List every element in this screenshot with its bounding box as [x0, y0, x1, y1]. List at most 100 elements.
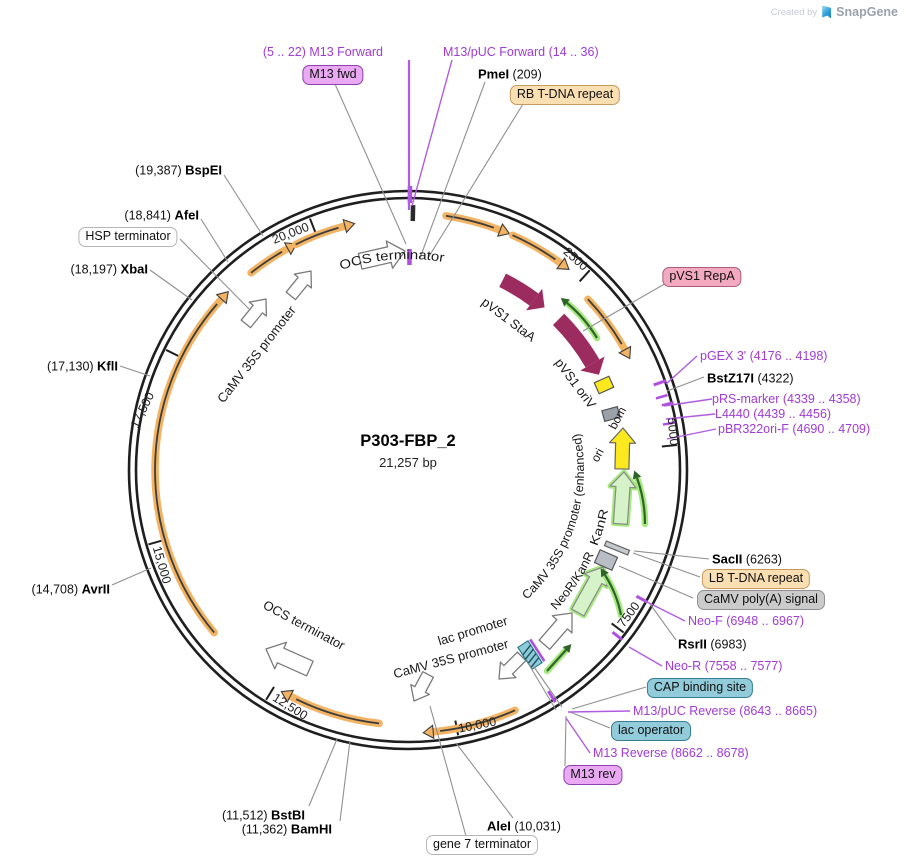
pointer-line-9	[308, 738, 338, 807]
gene7-terminator-box-label[interactable]: gene 7 terminator	[426, 835, 538, 855]
ocs-terminator-top-arrow[interactable]	[357, 240, 406, 270]
kfli-label[interactable]: (17,130) KflI	[47, 358, 118, 374]
pvs1-repa-box-label[interactable]: pVS1 RepA	[662, 267, 742, 287]
snapgene-brand-text: SnapGene	[836, 5, 898, 19]
long-feature-arc-head[interactable]	[215, 290, 229, 305]
bamhi-label[interactable]: (11,362) BamHI	[241, 821, 332, 837]
afei-label[interactable]: (18,841) AfeI	[124, 207, 199, 223]
primer-tick-6[interactable]	[547, 690, 557, 703]
snapgene-watermark: Created by SnapGene	[771, 5, 898, 19]
pmei-label[interactable]: PmeI (209)	[478, 66, 542, 82]
lac-promoter-arrow[interactable]	[498, 651, 527, 680]
pointer-line-18	[569, 711, 611, 729]
repa-orf-arrow[interactable]	[566, 302, 598, 339]
m13-puc-reverse-label[interactable]: M13/pUC Reverse (8643 .. 8665)	[633, 704, 818, 718]
feature-arc-5-head[interactable]	[280, 689, 295, 704]
hsp-terminator-arrow[interactable]	[240, 298, 268, 329]
feature-arc-8-head[interactable]	[342, 218, 356, 234]
feature-arc-2-head[interactable]	[555, 257, 570, 270]
tick-mark-0	[578, 269, 591, 283]
pvs1-repa-arc-head[interactable]	[618, 345, 632, 360]
camv-35s-bottom-arrow[interactable]	[410, 671, 435, 702]
pvs1-oriv-arrow-head[interactable]	[580, 356, 605, 375]
pointer-line-17	[571, 686, 647, 710]
camv-polya-box-label[interactable]: CaMV poly(A) signal	[697, 590, 825, 610]
feature-arc-1-head[interactable]	[496, 222, 511, 237]
pvs1-staa-arrow-head[interactable]	[526, 288, 545, 311]
pvs1-oriv-arrow[interactable]	[552, 313, 600, 368]
prs-marker-label[interactable]: pRS-marker (4339 .. 4358)	[712, 392, 861, 406]
ocs-terminator-bottom-arrow[interactable]	[265, 641, 314, 677]
primer-tick-1[interactable]	[655, 393, 668, 400]
pointer-line-6	[149, 269, 193, 301]
pointer-line-3	[223, 174, 264, 237]
pbr322ori-f-label[interactable]: pBR322ori-F (4690 .. 4709)	[718, 422, 871, 436]
pvs1-staa-arrow[interactable]	[499, 273, 539, 306]
created-by-text: Created by	[770, 6, 818, 18]
lac-operator-box-label[interactable]: lac operator	[610, 721, 692, 741]
xbai-label[interactable]: (18,197) XbaI	[70, 261, 149, 277]
sacii-label[interactable]: SacII (6263)	[712, 551, 782, 567]
pointer-line-10	[339, 740, 351, 822]
m13-rev-box-label[interactable]: M13 rev	[563, 765, 623, 785]
m13-puc-forward-label[interactable]: M13/pUC Forward (14 .. 36)	[443, 45, 599, 59]
primer-pointer-line-8	[567, 710, 631, 713]
pointer-line-2	[334, 83, 407, 245]
pointer-line-0	[419, 81, 486, 259]
lb-tdna-box-label[interactable]: LB T-DNA repeat	[701, 569, 811, 589]
pointer-line-13	[633, 550, 710, 560]
camv-35s-mid-arrow[interactable]	[538, 612, 573, 650]
primer-tick-5[interactable]	[611, 630, 623, 641]
lac-operator-box[interactable]	[517, 638, 546, 671]
camv-35s-topleft-arrow[interactable]	[285, 270, 313, 301]
pointer-line-5	[179, 238, 250, 310]
pointer-line-19	[564, 715, 567, 767]
tick-label-5000: 5000	[665, 417, 681, 446]
pointer-line-8	[111, 567, 152, 586]
neo-f-label[interactable]: Neo-F (6948 .. 6967)	[688, 614, 805, 628]
primer-tick-0[interactable]	[653, 379, 667, 387]
primer-pointer-line-6	[642, 599, 686, 622]
kanr-arrow[interactable]	[609, 471, 637, 525]
m13-fwd-box-label[interactable]: M13 fwd	[302, 65, 364, 85]
rsrii-label[interactable]: RsrII (6983)	[678, 636, 747, 652]
bspei-label[interactable]: (19,387) BspEI	[135, 162, 222, 178]
m13-forward-label[interactable]: (5 .. 22) M13 Forward	[262, 45, 383, 59]
primer-tick-2[interactable]	[661, 401, 674, 407]
neo-r-label[interactable]: Neo-R (7558 .. 7577)	[665, 659, 783, 673]
kanr-orf-arrow[interactable]	[635, 477, 647, 525]
primer-tick-3[interactable]	[662, 421, 676, 426]
tick-mark-6	[165, 349, 181, 358]
yellow-feature-box[interactable]	[593, 375, 615, 395]
pointer-line-11	[455, 742, 514, 819]
plasmid-name: P303-FBP_2	[360, 432, 456, 450]
lb-tdna-bar[interactable]	[603, 540, 631, 556]
feature-arc-4-head[interactable]	[422, 724, 435, 740]
ori-label[interactable]: ori	[588, 446, 607, 464]
primer-pointer-line-9	[565, 717, 591, 754]
bom-box[interactable]	[601, 405, 621, 423]
pgex-3-label[interactable]: pGEX 3' (4176 .. 4198)	[700, 349, 828, 363]
rb-tdna-box-label[interactable]: RB T-DNA repeat	[509, 85, 621, 105]
tick-mark-7	[308, 218, 317, 233]
lac-region-arrow[interactable]	[546, 649, 567, 672]
neor-kanr-arrow[interactable]	[571, 566, 608, 617]
alei-label[interactable]: AleI (10,031)	[487, 818, 561, 834]
l4440-label[interactable]: L4440 (4439 .. 4456)	[715, 407, 832, 421]
neor-orf-arrow[interactable]	[604, 574, 623, 616]
ori-arrow[interactable]	[609, 427, 637, 470]
hsp-terminator-box-label[interactable]: HSP terminator	[78, 227, 178, 247]
bstz17i-label[interactable]: BstZ17I (4322)	[707, 370, 794, 386]
camv-polya-box[interactable]	[593, 548, 619, 572]
tick-mark-4	[265, 686, 275, 701]
pointer-line-22	[533, 666, 563, 708]
bstbi-label[interactable]: (11,512) BstBI	[221, 807, 305, 823]
avrii-label[interactable]: (14,708) AvrII	[31, 581, 110, 597]
cap-binding-site-box-label[interactable]: CAP binding site	[646, 678, 754, 698]
plasmid-size: 21,257 bp	[379, 455, 437, 470]
pointer-line-14	[632, 552, 701, 578]
snapgene-logo-icon	[822, 5, 832, 19]
m13-reverse-label[interactable]: M13 Reverse (8662 .. 8678)	[593, 746, 749, 760]
tick-mark-1	[661, 444, 677, 448]
